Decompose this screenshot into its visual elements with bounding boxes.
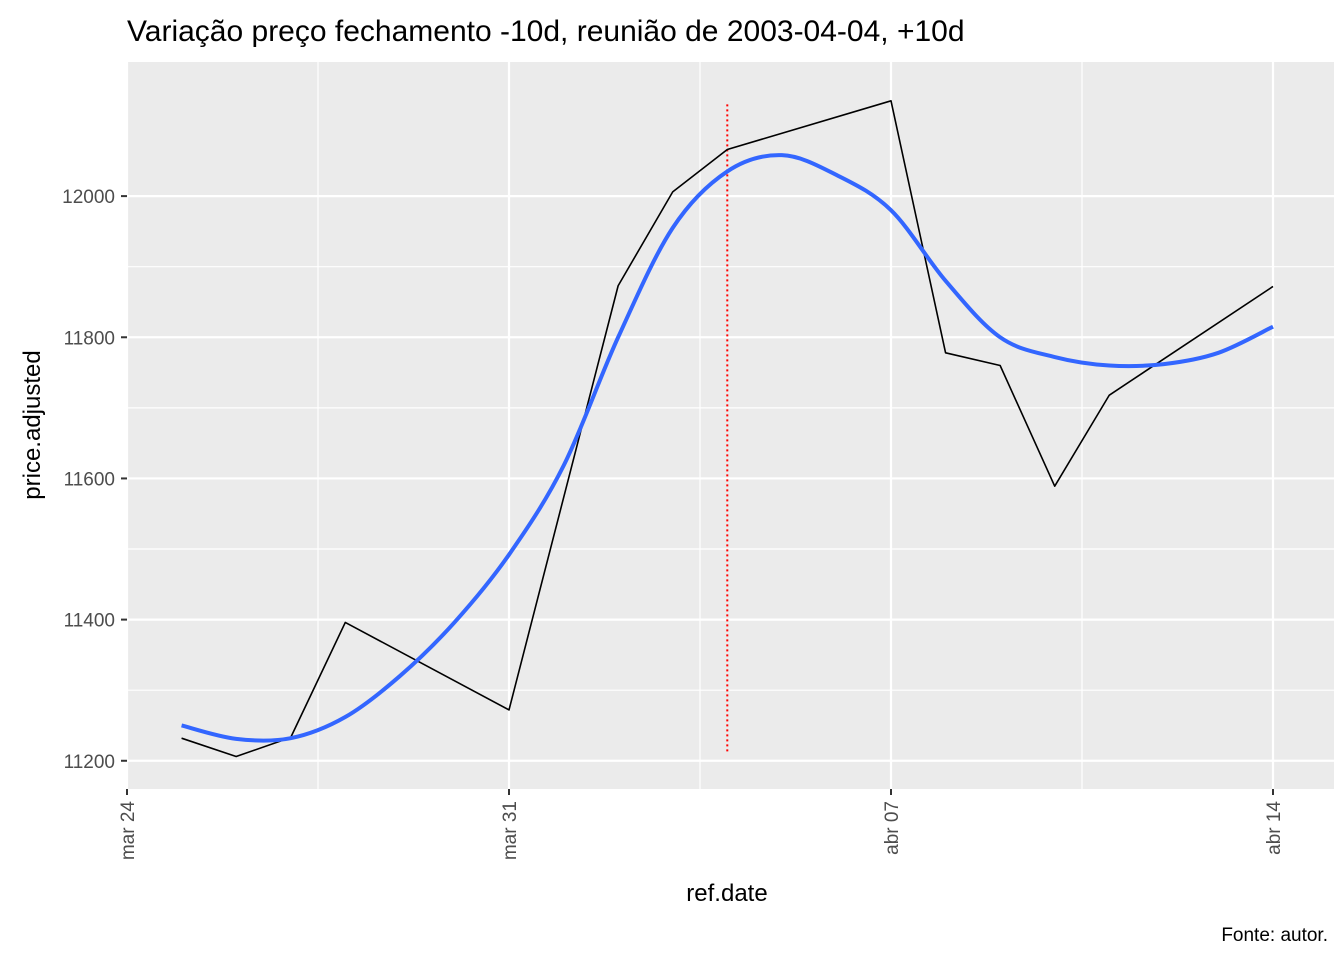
x-tick-label: mar 24 [118,801,139,861]
series-smooth-line [181,153,1274,743]
grid-minor [127,62,1334,789]
chart-caption: Fonte: autor. [1221,925,1328,946]
grid-major [125,62,1334,789]
y-tick-label: 12000 [62,187,115,208]
y-tick-label: 11800 [64,328,115,349]
x-tick-label: abr 14 [1264,801,1285,855]
y-axis: 11200 11400 11600 11800 12000 [62,187,127,773]
series-layer [181,100,1274,758]
x-axis-title: ref.date [686,880,767,907]
series-price-line [181,100,1274,758]
x-axis: mar 24 mar 31 abr 07 abr 14 [118,789,1285,860]
y-tick-label: 11600 [64,469,115,490]
x-tick-label: mar 31 [500,801,521,860]
plot-panel [127,62,1334,789]
x-tick-label: abr 07 [882,801,903,855]
y-tick-label: 11400 [64,611,115,632]
y-tick-label: 11200 [64,752,115,773]
y-axis-title: price.adjusted [19,350,46,499]
chart-title: Variação preço fechamento -10d, reunião … [127,15,965,48]
